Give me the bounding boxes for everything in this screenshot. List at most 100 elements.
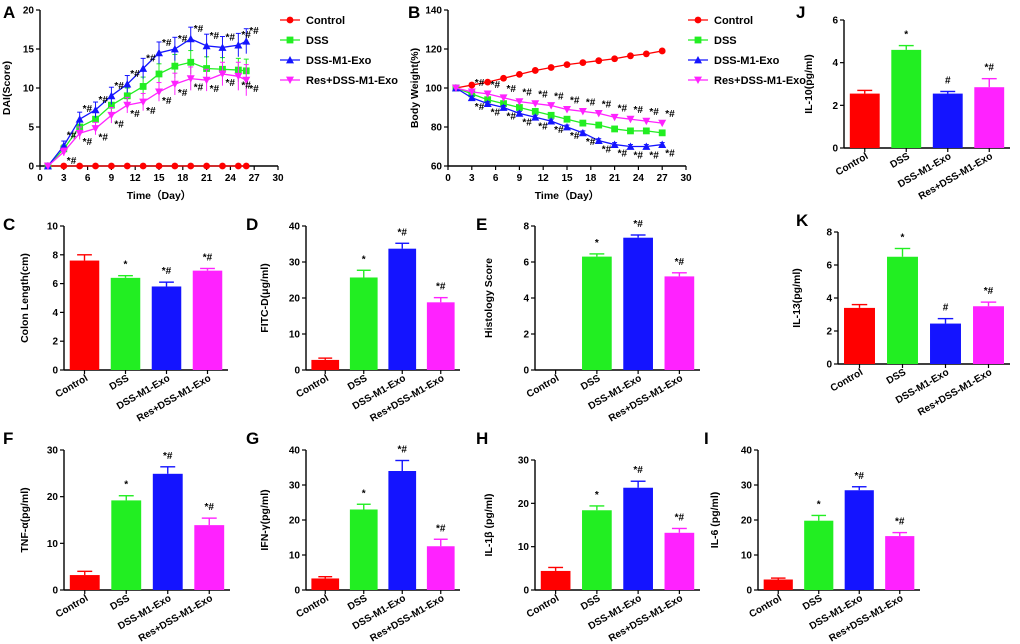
y-axis-label: FITC-D(μg/ml) [259,263,271,332]
data-point [626,142,635,150]
data-point [594,136,603,145]
data-point [516,104,523,111]
significance-mark: *# [83,137,93,148]
significance-mark: *# [225,32,235,43]
significance-mark: *# [675,512,685,523]
significance-mark: *# [618,149,628,160]
significance-mark: # [943,303,949,314]
significance-mark: *# [855,471,865,482]
x-tick-label: 0 [37,173,43,184]
category-label: Control [294,593,330,620]
data-point [203,65,210,72]
data-point [218,43,227,51]
bar-dss-m1-exo [930,323,961,364]
legend-marker [694,16,702,24]
y-tick-label: 0 [28,162,34,173]
significance-mark: *# [178,34,188,45]
significance-mark: *# [249,84,259,95]
y-tick-label: 60 [431,162,443,173]
data-point [642,50,650,58]
bar-res-dss-m1-exo [973,306,1004,364]
significance-mark: *# [146,54,156,65]
data-point [123,80,132,88]
y-tick-label: 20 [289,294,301,305]
y-tick-label: 8 [826,228,832,239]
data-point [91,105,100,114]
significance-mark: *# [522,88,532,99]
bar-res-dss-m1-exo [664,276,695,370]
significance-mark: *# [178,88,188,99]
y-tick-label: 80 [431,123,443,134]
significance-mark: *# [554,125,564,136]
legend-label: DSS-M1-Exo [306,55,372,67]
series-line [455,87,663,124]
significance-mark: *# [475,102,485,113]
y-tick-label: 4 [826,294,832,305]
significance-mark: *# [163,451,173,462]
data-point [139,64,148,72]
bar-res-dss-m1-exo [426,302,455,370]
significance-mark: *# [162,96,172,107]
category-label: Control [54,373,90,400]
data-point [123,101,132,110]
y-tick-label: 40 [289,446,301,457]
y-tick-label: 10 [518,542,530,553]
x-tick-label: 18 [585,173,597,184]
data-point [642,117,651,126]
series-res-dss-m1-exo [451,84,667,128]
y-axis-label: IL-10(pg/ml) [803,54,815,114]
category-label: DSS [885,367,909,387]
data-point [139,83,147,90]
y-tick-label: 20 [23,6,35,17]
y-tick-label: 0 [294,586,300,597]
significance-mark: *# [67,156,77,167]
data-point [594,109,603,118]
y-tick-label: 6 [832,16,838,27]
data-point [139,162,147,170]
panel-letter-j: J [796,3,805,22]
significance-mark: *# [633,151,643,162]
significance-mark: *# [205,502,215,513]
significance-mark: *# [241,80,251,91]
bar-control [844,307,875,364]
significance-mark: *# [895,517,905,528]
data-point [658,47,666,55]
bar-control [311,578,340,590]
category-label: Res+DSS-M1-Exo [607,373,685,424]
data-point [92,162,99,170]
legend-label: Control [306,15,345,27]
bar-control [69,260,100,370]
data-point [611,125,618,133]
data-point [155,162,163,170]
data-point [579,59,587,67]
data-point [75,115,84,123]
category-label: DSS [801,593,825,613]
significance-mark: *# [475,78,485,89]
category-label: DSS [108,593,132,613]
significance-mark: *# [225,78,235,89]
significance-mark: *# [649,107,659,118]
y-tick-label: 20 [289,516,301,527]
data-point [107,91,116,100]
data-point [107,111,116,120]
legend-label: DSS-M1-Exo [714,55,780,67]
data-point [658,140,667,148]
significance-mark: *# [491,108,501,119]
category-label: Control [525,593,561,620]
category-label: Res+DSS-M1-Exo [916,367,994,418]
data-point [563,123,571,131]
data-point [139,98,148,107]
significance-mark: *# [249,26,259,37]
x-tick-label: 9 [109,173,115,184]
y-tick-label: 2 [832,101,838,112]
significance-mark: *# [130,69,140,80]
legend-item: DSS-M1-Exo [280,55,372,67]
category-label: Control [525,373,561,400]
bar-control [763,579,793,590]
data-point [242,76,251,85]
bar-dss [349,277,378,370]
series-control [452,47,666,92]
y-tick-label: 40 [741,446,753,457]
legend-marker [286,76,294,84]
